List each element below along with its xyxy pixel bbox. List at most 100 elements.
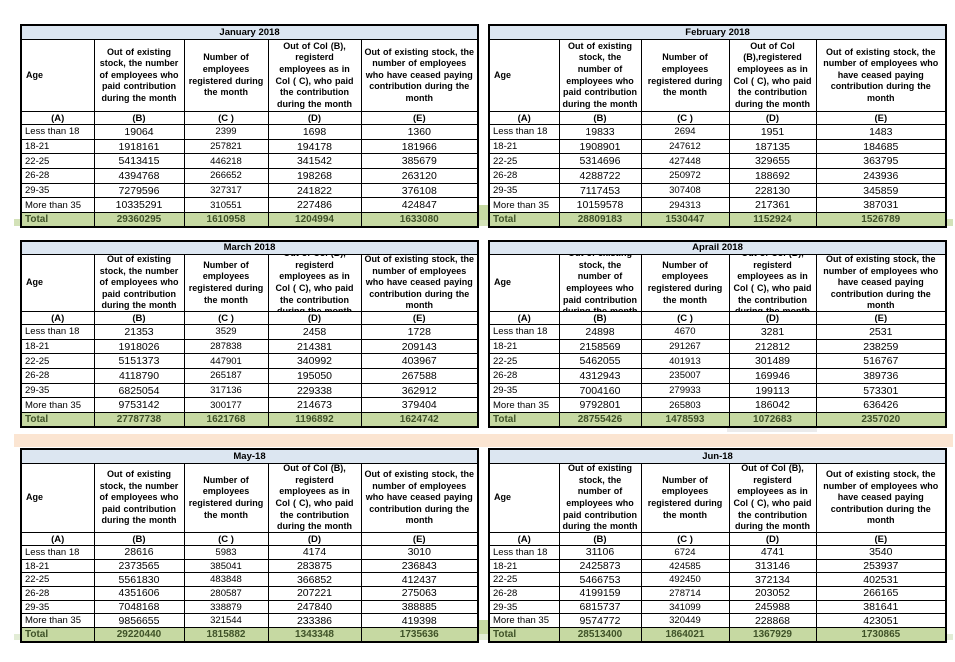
age-label: Less than 18	[488, 324, 560, 340]
value-cell: 24898	[558, 324, 642, 340]
total-value: 27787738	[93, 412, 185, 428]
table-row: 26-28 4394768 266652 198268 263120	[20, 168, 479, 184]
month-data-table: January 2018 Age Out of existing stock, th…	[20, 24, 480, 229]
age-label: 22-25	[488, 572, 560, 588]
column-header-d: Out of Col (B), registerd employees as i…	[733, 464, 812, 532]
table-row: 29-35 7048168 338879 247840 388885	[20, 599, 479, 615]
table-row: More than 35 9574772 320449 228868 423051	[488, 613, 947, 629]
table-row: 22-25 5314696 427448 329655 363795	[488, 153, 947, 170]
value-cell: 321544	[183, 613, 269, 629]
column-letter: (B)	[93, 311, 185, 325]
column-letter: (E)	[815, 311, 947, 325]
column-header-d: Out of Col (B), registerd employees as i…	[275, 256, 354, 311]
value-cell: 7004160	[558, 382, 642, 399]
column-letter: (E)	[815, 532, 947, 546]
value-cell: 199113	[728, 382, 817, 399]
column-letter: (D)	[267, 111, 362, 125]
column-header-b: Out of existing stock, the number of emp…	[562, 464, 638, 532]
age-label: More than 35	[488, 197, 560, 214]
table-row: 18-21 1918161 257821 194178 181966	[20, 138, 479, 155]
table-row: 26-28 4118790 265187 195050 267588	[20, 368, 479, 384]
age-label: 26-28	[20, 586, 95, 601]
value-cell: 287838	[183, 338, 269, 355]
table-title: May-18	[20, 448, 479, 464]
column-letter: (A)	[488, 111, 560, 125]
value-cell: 2158569	[558, 338, 642, 355]
column-header-e: Out of existing stock, the number of emp…	[364, 469, 475, 526]
age-label: 26-28	[20, 168, 95, 184]
value-cell: 21353	[93, 324, 185, 340]
value-cell: 2425873	[558, 558, 642, 574]
value-cell: 235007	[640, 368, 730, 384]
column-header-e: Out of existing stock, the number of emp…	[823, 46, 939, 103]
age-label: 22-25	[20, 353, 95, 370]
value-cell: 424847	[360, 197, 479, 214]
table-row: Less than 18 19064 2399 1698 1360	[20, 124, 479, 140]
value-cell: 203052	[728, 586, 817, 601]
age-label: More than 35	[20, 197, 95, 214]
age-label: 18-21	[20, 558, 95, 574]
value-cell: 483848	[183, 572, 269, 588]
value-cell: 313146	[728, 558, 817, 574]
value-cell: 385679	[360, 153, 479, 170]
table-row: 18-21 2425873 424585 313146 253937	[488, 558, 947, 574]
table-march-2018: March 2018 Age Out of existing stock, the …	[20, 240, 480, 429]
total-value: 1072683	[728, 412, 817, 428]
value-cell: 2399	[183, 124, 269, 140]
table-january-2018: January 2018 Age Out of existing stock, th…	[20, 24, 480, 229]
value-cell: 381641	[815, 599, 947, 615]
total-value: 1530447	[640, 212, 730, 228]
value-cell: 5561830	[93, 572, 185, 588]
column-letter: (C )	[183, 532, 269, 546]
age-label: 29-35	[20, 599, 95, 615]
total-label: Total	[488, 412, 560, 428]
age-label: 29-35	[20, 382, 95, 399]
value-cell: 19833	[558, 124, 642, 140]
table-row: More than 35 10335291 310551 227486 424847	[20, 197, 479, 214]
value-cell: 236843	[360, 558, 479, 574]
value-cell: 2531	[815, 324, 947, 340]
value-cell: 340992	[267, 353, 362, 370]
table-row: More than 35 9753142 300177 214673 379404	[20, 397, 479, 414]
value-cell: 28616	[93, 545, 185, 560]
age-label: 26-28	[20, 368, 95, 384]
month-data-table: March 2018 Age Out of existing stock, the …	[20, 240, 480, 429]
column-header-c: Number of employees registered during th…	[188, 259, 264, 305]
value-cell: 265187	[183, 368, 269, 384]
table-row: 29-35 7117453 307408 228130 345859	[488, 182, 947, 199]
value-cell: 307408	[640, 182, 730, 199]
value-cell: 7279596	[93, 182, 185, 199]
value-cell: 372134	[728, 572, 817, 588]
table-row: More than 35 9856655 321544 233386 419398	[20, 613, 479, 629]
value-cell: 341542	[267, 153, 362, 170]
value-cell: 387031	[815, 197, 947, 214]
total-value: 28755426	[558, 412, 642, 428]
value-cell: 5983	[183, 545, 269, 560]
total-value: 28513400	[558, 627, 642, 643]
age-label: 18-21	[488, 558, 560, 574]
table-row: 22-25 5413415 446218 341542 385679	[20, 153, 479, 170]
value-cell: 186042	[728, 397, 817, 414]
age-label: 18-21	[20, 138, 95, 155]
column-header-d: Out of Col (B),registered employees as i…	[733, 40, 812, 109]
value-cell: 19064	[93, 124, 185, 140]
table-row: More than 35 9792801 265803 186042 636426	[488, 397, 947, 414]
column-letter: (D)	[267, 311, 362, 325]
age-label: 22-25	[488, 353, 560, 370]
column-header-c: Number of employees registered during th…	[647, 52, 723, 98]
value-cell: 291267	[640, 338, 730, 355]
table-row: 26-28 4199159 278714 203052 266165	[488, 586, 947, 601]
value-cell: 4288722	[558, 168, 642, 184]
value-cell: 2373565	[93, 558, 185, 574]
column-letter: (D)	[267, 532, 362, 546]
total-value: 1196892	[267, 412, 362, 428]
total-value: 29220440	[93, 627, 185, 643]
column-letter: (D)	[728, 532, 817, 546]
value-cell: 301489	[728, 353, 817, 370]
value-cell: 7117453	[558, 182, 642, 199]
total-value: 1864021	[640, 627, 730, 643]
table-row: 18-21 1918026 287838 214381 209143	[20, 338, 479, 355]
month-data-table: Jun-18 Age Out of existing stock, the numb…	[488, 448, 948, 644]
value-cell: 345859	[815, 182, 947, 199]
table-title: January 2018	[20, 24, 479, 40]
